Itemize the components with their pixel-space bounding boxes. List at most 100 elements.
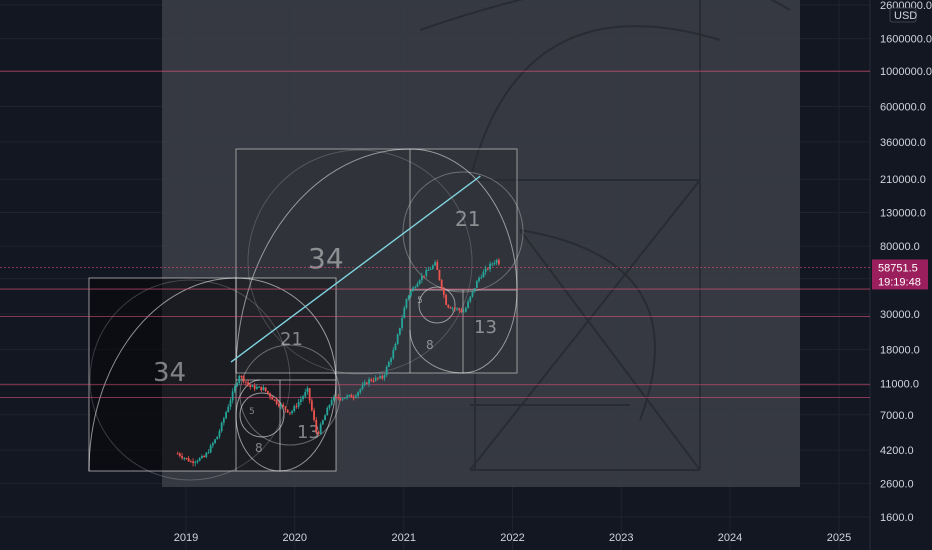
candle-body <box>218 431 221 437</box>
candle-body <box>486 268 489 270</box>
fib-label-34-left: 34 <box>153 358 186 388</box>
candle-body <box>473 288 476 292</box>
candle-body <box>189 461 192 463</box>
candle-body <box>185 457 188 459</box>
candle-body <box>200 455 203 459</box>
time-tick-label: 2022 <box>500 532 524 544</box>
candle-body <box>238 376 241 383</box>
candle-body <box>304 391 307 397</box>
candle-body <box>247 382 249 385</box>
candle-body <box>308 388 311 401</box>
candle-body <box>451 307 454 309</box>
candle-body <box>275 399 278 404</box>
candle-body <box>244 381 247 383</box>
candle-body <box>442 288 445 295</box>
candle-body <box>480 277 483 279</box>
candle-body <box>447 304 450 308</box>
candle-body <box>429 268 432 270</box>
candle-body <box>394 343 397 351</box>
candle-body <box>390 358 392 362</box>
candle-body <box>423 275 425 277</box>
price-tick-label: 11000.0 <box>880 378 919 390</box>
time-tick-label: 2021 <box>392 532 416 544</box>
candle-body <box>372 380 375 382</box>
candle-body <box>453 307 456 309</box>
candle-body <box>440 279 443 289</box>
candle-body <box>302 396 304 400</box>
candle-body <box>260 386 263 391</box>
candle-body <box>458 308 461 311</box>
candle-body <box>403 307 406 319</box>
currency-label: USD <box>894 10 917 22</box>
candle-body <box>436 262 439 271</box>
candle-body <box>326 408 329 416</box>
candle-body <box>341 398 344 400</box>
candle-body <box>495 259 498 264</box>
candle-body <box>339 398 342 400</box>
candle-body <box>319 424 322 434</box>
candle-body <box>324 415 326 421</box>
candle-body <box>277 403 280 407</box>
candle-body <box>497 259 500 265</box>
price-tick-label: 2600.0 <box>880 478 914 490</box>
fib-box-right <box>236 149 517 373</box>
time-tick-label: 2020 <box>282 532 306 544</box>
horizontal-levels[interactable] <box>0 70 870 398</box>
candle-body <box>299 399 302 402</box>
candle-body <box>253 385 256 389</box>
candle-body <box>321 420 324 425</box>
candle-body <box>491 263 494 265</box>
currency-badge[interactable] <box>889 7 917 23</box>
fib-label-13-left: 13 <box>297 422 320 443</box>
candle-body <box>359 389 362 393</box>
candle-body <box>216 436 219 440</box>
fib-spiral-right <box>235 148 524 375</box>
candle-body <box>379 376 381 379</box>
candle-body <box>427 269 430 271</box>
candle-body <box>209 445 212 453</box>
candle-body <box>337 396 340 399</box>
candle-body <box>354 395 357 398</box>
candle-body <box>181 455 183 459</box>
candle-body <box>332 396 335 401</box>
candle-body <box>251 385 254 387</box>
candle-body <box>280 404 282 407</box>
candle-body <box>431 265 434 269</box>
fib-label-8-left: 8 <box>255 441 263 455</box>
candle-body <box>381 376 384 379</box>
candle-body <box>203 455 205 458</box>
current-price-badge: 58751.5 19:19:48 <box>872 259 928 290</box>
candle-body <box>273 399 276 401</box>
candle-body <box>401 318 403 328</box>
candle-body <box>462 311 465 313</box>
candle-body <box>352 397 355 399</box>
fib-label-13-right: 13 <box>474 317 497 338</box>
trendline[interactable] <box>230 175 481 363</box>
candle-body <box>264 387 267 392</box>
fib-box-left <box>89 278 336 471</box>
candle-body <box>387 361 390 367</box>
candle-body <box>460 310 463 312</box>
candle-body <box>438 270 441 280</box>
candle-body <box>306 388 309 392</box>
candle-body <box>291 411 293 414</box>
candle-body <box>350 394 353 398</box>
candle-body <box>416 283 419 288</box>
candle-body <box>368 379 370 384</box>
price-tick-label: 600000.0 <box>880 102 926 114</box>
candle-body <box>220 422 223 432</box>
price-tick-label: 1600000.0 <box>880 34 932 46</box>
candle-body <box>205 453 208 458</box>
candle-body <box>434 262 436 266</box>
candle-body <box>385 366 388 376</box>
fib-label-5-left: 5 <box>249 407 255 417</box>
current-price-label: 58751.5 <box>878 262 918 274</box>
candle-body <box>365 382 368 384</box>
price-tick-label: 4200.0 <box>880 445 914 457</box>
candle-body <box>269 393 271 397</box>
candles <box>176 258 500 467</box>
candle-body <box>284 406 287 410</box>
candle-body <box>310 400 313 411</box>
candle-body <box>317 431 320 434</box>
